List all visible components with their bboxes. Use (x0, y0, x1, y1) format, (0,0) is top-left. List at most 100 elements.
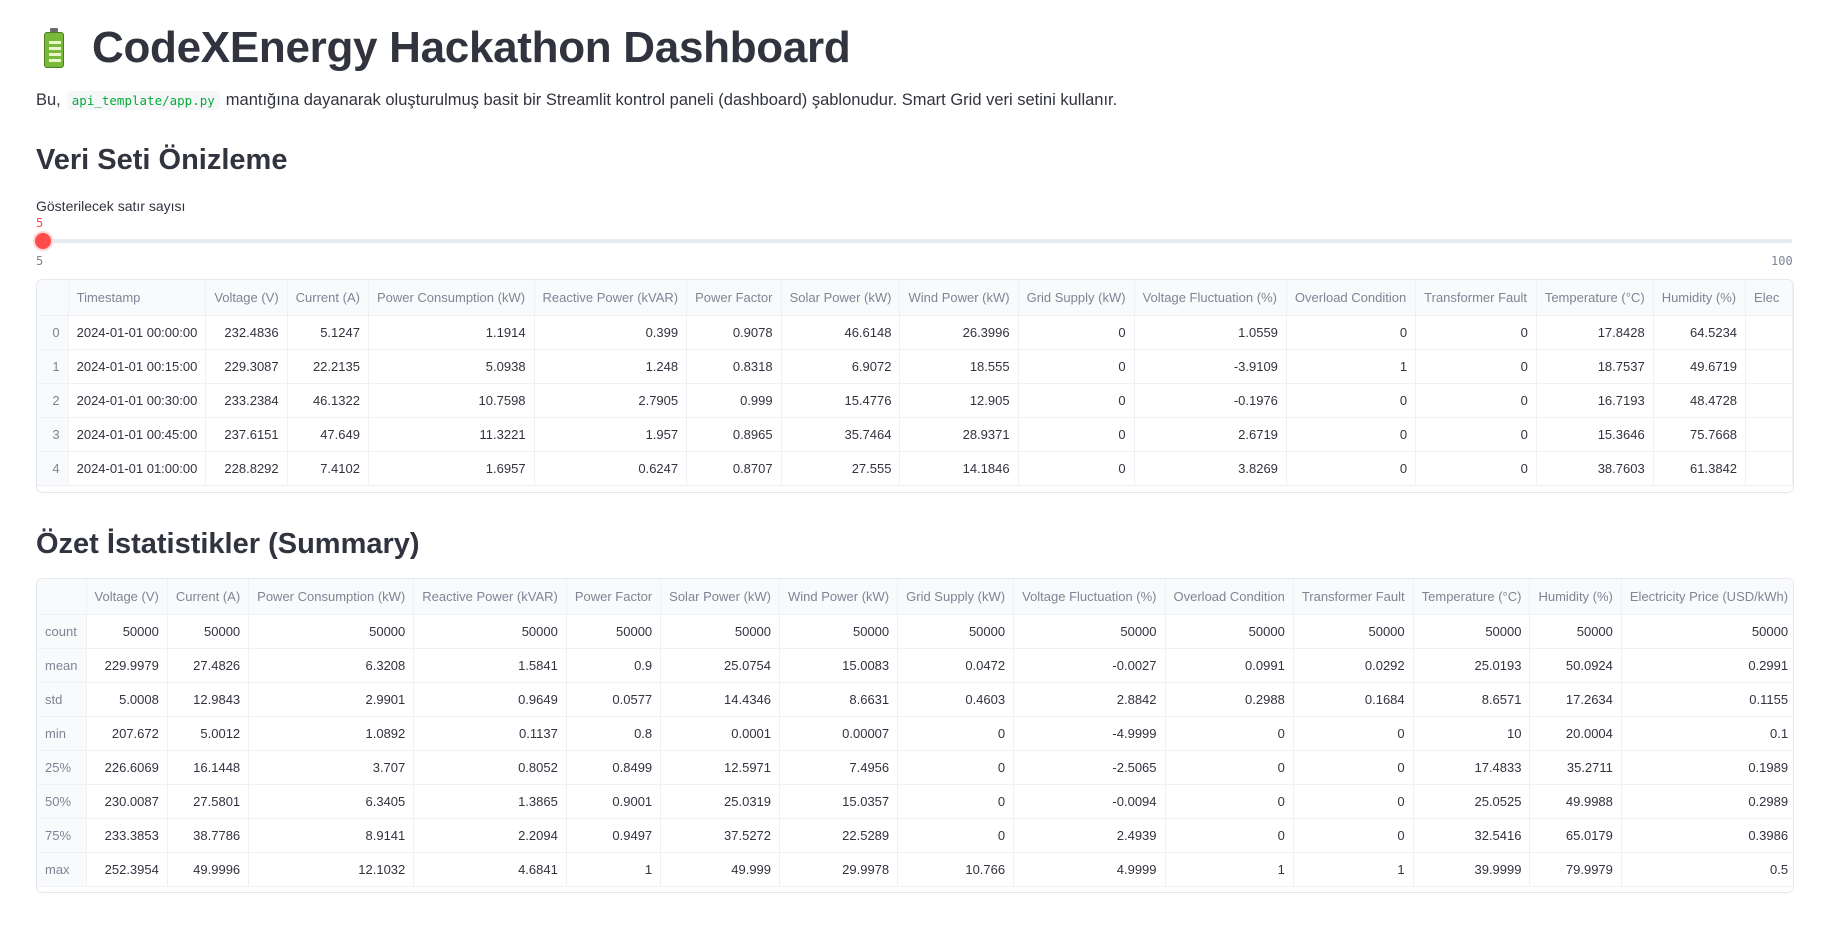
table-cell[interactable]: 4.9999 (1013, 852, 1166, 887)
table-cell[interactable]: 5.0938 (368, 349, 535, 384)
preview-dataframe[interactable]: Timestamp Voltage (V) Current (A) Power Con… (36, 279, 1794, 493)
row-index[interactable]: 75% (37, 818, 87, 853)
table-cell[interactable]: 6.3405 (248, 784, 415, 819)
table-cell[interactable]: 3.8269 (1134, 451, 1287, 486)
table-cell[interactable]: 0.00007 (779, 716, 899, 751)
column-header[interactable]: Overload Condition (1165, 579, 1294, 615)
column-header[interactable]: Solar Power (kW) (781, 280, 901, 316)
column-header[interactable]: Transformer Fault (1293, 579, 1414, 615)
row-index[interactable]: 4 (37, 451, 69, 486)
row-index[interactable]: 2 (37, 383, 69, 418)
table-cell[interactable]: 1.6957 (368, 451, 535, 486)
table-cell[interactable]: 0 (897, 750, 1015, 785)
table-cell[interactable]: -3.9109 (1134, 349, 1287, 384)
table-cell[interactable]: 0.9 (566, 648, 662, 683)
table-cell[interactable]: 1 (1286, 349, 1417, 384)
table-cell[interactable]: 25.0193 (1413, 648, 1531, 683)
column-header[interactable]: Transformer Fault (1415, 280, 1537, 316)
table-cell[interactable]: 0.1155 (1621, 682, 1793, 717)
table-cell[interactable]: 237.6151 (205, 417, 288, 452)
table-cell[interactable]: 46.1322 (287, 383, 369, 418)
table-cell[interactable]: 38.7603 (1536, 451, 1654, 486)
table-cell[interactable]: 14.4346 (660, 682, 781, 717)
table-cell[interactable]: 0 (1286, 315, 1417, 350)
column-header[interactable]: Voltage (V) (86, 579, 168, 615)
table-cell[interactable]: 12.1032 (248, 852, 415, 887)
table-cell[interactable]: 6.3208 (248, 648, 415, 683)
table-cell[interactable]: 25.0319 (660, 784, 781, 819)
column-header[interactable]: Wind Power (kW) (779, 579, 899, 615)
table-cell[interactable]: 49.6719 (1653, 349, 1747, 384)
column-header[interactable]: Overload Condition (1286, 280, 1417, 316)
table-cell[interactable]: 0.5 (1621, 852, 1793, 887)
table-cell[interactable]: 0 (1018, 417, 1135, 452)
column-header[interactable]: Temperature (°C) (1536, 280, 1654, 316)
table-cell[interactable]: 49.999 (660, 852, 781, 887)
table-cell[interactable]: 50000 (1293, 614, 1414, 649)
table-cell[interactable]: 50000 (1529, 614, 1622, 649)
slider-track[interactable] (42, 239, 1792, 243)
column-header[interactable]: Voltage (V) (205, 280, 288, 316)
table-cell[interactable]: 50000 (413, 614, 567, 649)
table-cell[interactable]: 233.3853 (86, 818, 168, 853)
table-cell[interactable]: 37.5272 (660, 818, 781, 853)
table-cell[interactable]: 2.9901 (248, 682, 415, 717)
table-cell[interactable]: 1.5841 (413, 648, 567, 683)
row-index[interactable]: max (37, 852, 87, 887)
table-cell[interactable]: 1.0892 (248, 716, 415, 751)
table-cell[interactable]: 0.0991 (1165, 648, 1294, 683)
table-cell[interactable]: 0.2991 (1621, 648, 1793, 683)
column-header[interactable]: Timestamp (68, 280, 207, 316)
table-cell[interactable]: 0 (1293, 716, 1414, 751)
table-cell[interactable]: 0.9001 (566, 784, 662, 819)
table-cell[interactable]: 0 (1415, 417, 1537, 452)
table-cell[interactable]: 26.3996 (899, 315, 1019, 350)
table-cell[interactable]: 0 (1293, 784, 1414, 819)
table-cell[interactable]: 8.6631 (779, 682, 899, 717)
table-cell[interactable]: 0.0292 (1293, 648, 1414, 683)
table-cell[interactable]: 229.9979 (86, 648, 168, 683)
table-cell[interactable]: 230.0087 (86, 784, 168, 819)
table-cell[interactable]: 50000 (779, 614, 899, 649)
table-cell[interactable]: 27.4826 (167, 648, 250, 683)
column-header[interactable]: Power Factor (686, 280, 782, 316)
table-cell[interactable]: 232.4836 (205, 315, 288, 350)
column-header[interactable]: Voltage Fluctuation (%) (1134, 280, 1287, 316)
table-cell[interactable]: 0 (1018, 349, 1135, 384)
column-header[interactable]: Elec (1745, 280, 1793, 316)
table-cell[interactable]: 0.8499 (566, 750, 662, 785)
column-header[interactable]: Reactive Power (kVAR) (534, 280, 688, 316)
table-cell[interactable]: 10.7598 (368, 383, 535, 418)
table-cell[interactable]: 50.0924 (1529, 648, 1622, 683)
table-cell[interactable]: 226.6069 (86, 750, 168, 785)
table-cell[interactable]: 0.8318 (686, 349, 782, 384)
table-cell[interactable]: 22.2135 (287, 349, 369, 384)
table-cell[interactable]: 1 (566, 852, 662, 887)
table-cell[interactable]: 2024-01-01 00:15:00 (68, 349, 207, 384)
table-cell[interactable]: 35.7464 (781, 417, 901, 452)
table-cell[interactable]: 0.1989 (1621, 750, 1793, 785)
row-index[interactable]: 3 (37, 417, 69, 452)
table-cell[interactable]: 0.8052 (413, 750, 567, 785)
table-cell[interactable]: 0.9649 (413, 682, 567, 717)
table-cell[interactable]: 25.0754 (660, 648, 781, 683)
summary-dataframe[interactable]: Voltage (V) Current (A) Power Consumption … (36, 578, 1794, 893)
table-cell[interactable]: 4.6841 (413, 852, 567, 887)
table-cell[interactable]: 1 (1293, 852, 1414, 887)
table-cell[interactable] (1745, 349, 1793, 384)
table-cell[interactable]: 17.2634 (1529, 682, 1622, 717)
table-cell[interactable]: 0 (1293, 818, 1414, 853)
table-cell[interactable]: 12.905 (899, 383, 1019, 418)
table-cell[interactable]: 10.766 (897, 852, 1015, 887)
table-cell[interactable]: 50000 (1413, 614, 1531, 649)
table-cell[interactable]: 0.1684 (1293, 682, 1414, 717)
table-cell[interactable]: 16.1448 (167, 750, 250, 785)
column-header[interactable]: Humidity (%) (1529, 579, 1622, 615)
table-cell[interactable]: 61.3842 (1653, 451, 1747, 486)
column-header[interactable]: Current (A) (167, 579, 250, 615)
row-index[interactable]: count (37, 614, 87, 649)
table-cell[interactable]: 0.8 (566, 716, 662, 751)
table-cell[interactable]: 38.7786 (167, 818, 250, 853)
table-cell[interactable]: 0.0472 (897, 648, 1015, 683)
table-cell[interactable] (1745, 451, 1793, 486)
